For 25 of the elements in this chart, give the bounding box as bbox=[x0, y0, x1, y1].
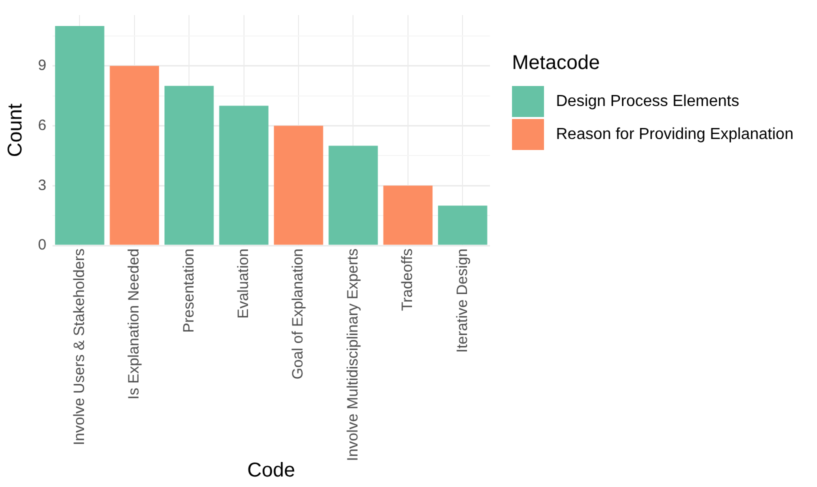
bar bbox=[274, 126, 324, 245]
bar bbox=[328, 146, 378, 245]
y-tick-label: 3 bbox=[38, 176, 46, 194]
bar bbox=[383, 186, 433, 245]
x-tick-label: Involve Multidisciplinary Experts bbox=[344, 248, 362, 462]
bar bbox=[164, 86, 214, 245]
bar bbox=[55, 26, 104, 245]
x-tick-label: Goal of Explanation bbox=[290, 248, 307, 380]
legend-title: Metacode bbox=[512, 52, 601, 75]
x-tick-label: Evaluation bbox=[234, 248, 252, 319]
y-tick-label: 0 bbox=[38, 236, 46, 254]
y-tick-label: 6 bbox=[38, 116, 46, 134]
x-axis-title: Code bbox=[247, 460, 296, 482]
x-tick-label: Presentation bbox=[180, 248, 198, 333]
bar bbox=[219, 106, 268, 245]
y-axis-title: Count bbox=[4, 103, 27, 157]
x-tick-label: Involve Users & Stakeholders bbox=[70, 248, 88, 446]
x-tick-label: Is Explanation Needed bbox=[126, 248, 143, 400]
x-tick-label: Tradeoffs bbox=[399, 248, 416, 312]
bar bbox=[438, 206, 488, 245]
bar bbox=[110, 66, 160, 245]
legend-label: Reason for Providing Explanation bbox=[556, 126, 794, 144]
x-tick-label: Iterative Design bbox=[454, 248, 471, 353]
legend-label: Design Process Elements bbox=[556, 92, 740, 110]
y-tick-label: 9 bbox=[38, 57, 46, 74]
